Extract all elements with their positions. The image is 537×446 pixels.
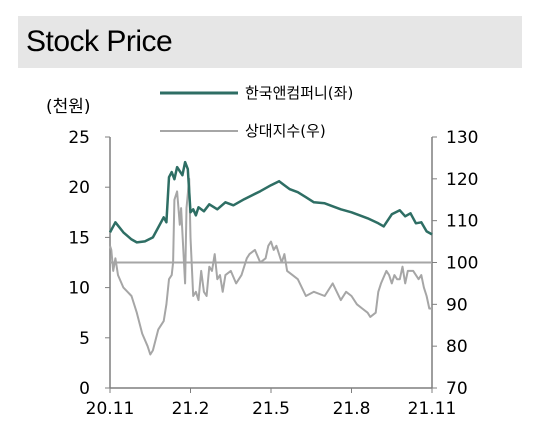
- x-tick-label: 21.5: [252, 399, 290, 419]
- series-line-hankook-company: [108, 160, 433, 244]
- axes: [105, 136, 437, 393]
- x-tick-label: 21.8: [333, 399, 371, 419]
- left-tick-label: 0: [79, 379, 90, 399]
- left-tick-label: 20: [68, 178, 90, 198]
- right-tick-label: 80: [446, 337, 468, 357]
- right-tick-label: 100: [446, 254, 478, 274]
- page-title: Stock Price: [26, 25, 173, 58]
- x-tick-label: 20.11: [86, 399, 135, 419]
- legend-label-primary: 한국앤컴퍼니(좌): [245, 84, 353, 102]
- series-line-relative-index: [109, 177, 432, 356]
- right-tick-label: 130: [446, 128, 478, 148]
- right-tick-label: 90: [446, 295, 468, 315]
- legend: 한국앤컴퍼니(좌) 상대지수(우): [160, 84, 353, 140]
- series-lines: [108, 160, 433, 356]
- left-tick-label: 10: [68, 279, 90, 299]
- left-tick-label: 15: [68, 228, 90, 248]
- right-tick-label: 70: [446, 379, 468, 399]
- right-tick-label: 120: [446, 170, 478, 190]
- left-tick-label: 5: [79, 329, 90, 349]
- right-tick-label: 110: [446, 212, 478, 232]
- tick-labels: 0 5 10 15 20 25 70 80 90 100 110 120 130 20.11 21.2 21.…: [68, 128, 478, 419]
- header-bar: Stock Price: [18, 16, 522, 68]
- left-axis-unit: (천원): [46, 97, 91, 117]
- x-tick-label: 21.11: [408, 399, 457, 419]
- left-tick-label: 25: [68, 128, 90, 148]
- x-tick-label: 21.2: [172, 399, 210, 419]
- legend-label-secondary: 상대지수(우): [245, 122, 326, 140]
